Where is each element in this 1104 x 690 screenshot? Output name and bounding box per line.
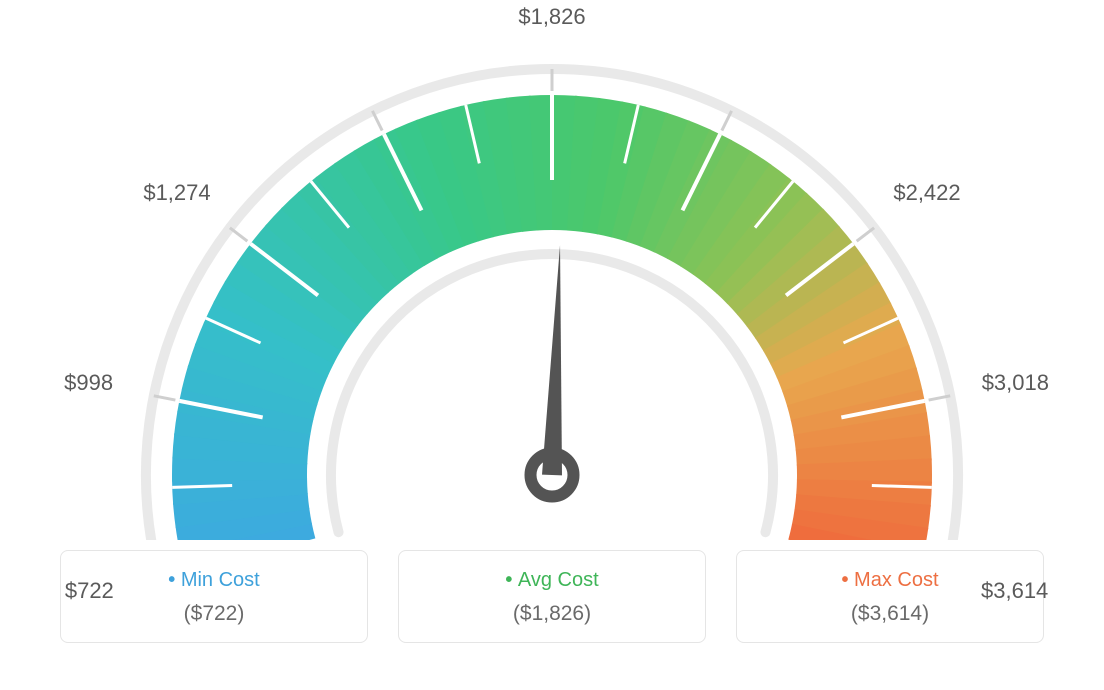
legend-row: Min Cost ($722) Avg Cost ($1,826) Max Co… [0, 550, 1104, 643]
legend-title-avg: Avg Cost [409, 569, 695, 592]
gauge-svg [0, 0, 1104, 540]
gauge-tick-label: $722 [65, 578, 114, 604]
gauge-cost-chart: $722 $998 $1,274 $1,826 $2,422 $3,018 $3,614 M… [0, 0, 1104, 690]
gauge-tick-label: $1,826 [518, 4, 585, 30]
legend-value-avg: ($1,826) [409, 602, 695, 626]
legend-card-avg: Avg Cost ($1,826) [398, 550, 706, 643]
gauge-tick-label: $3,018 [982, 370, 1049, 396]
gauge-tick-label: $998 [64, 370, 113, 396]
legend-value-max: ($3,614) [747, 602, 1033, 626]
legend-value-min: ($722) [71, 602, 357, 626]
gauge-tick-label: $3,614 [981, 578, 1048, 604]
legend-title-min: Min Cost [71, 569, 357, 592]
gauge-tick-label: $1,274 [143, 180, 210, 206]
gauge-tick-label: $2,422 [893, 180, 960, 206]
gauge-area: $722$998$1,274$1,826$2,422$3,018$3,614 [0, 0, 1104, 540]
